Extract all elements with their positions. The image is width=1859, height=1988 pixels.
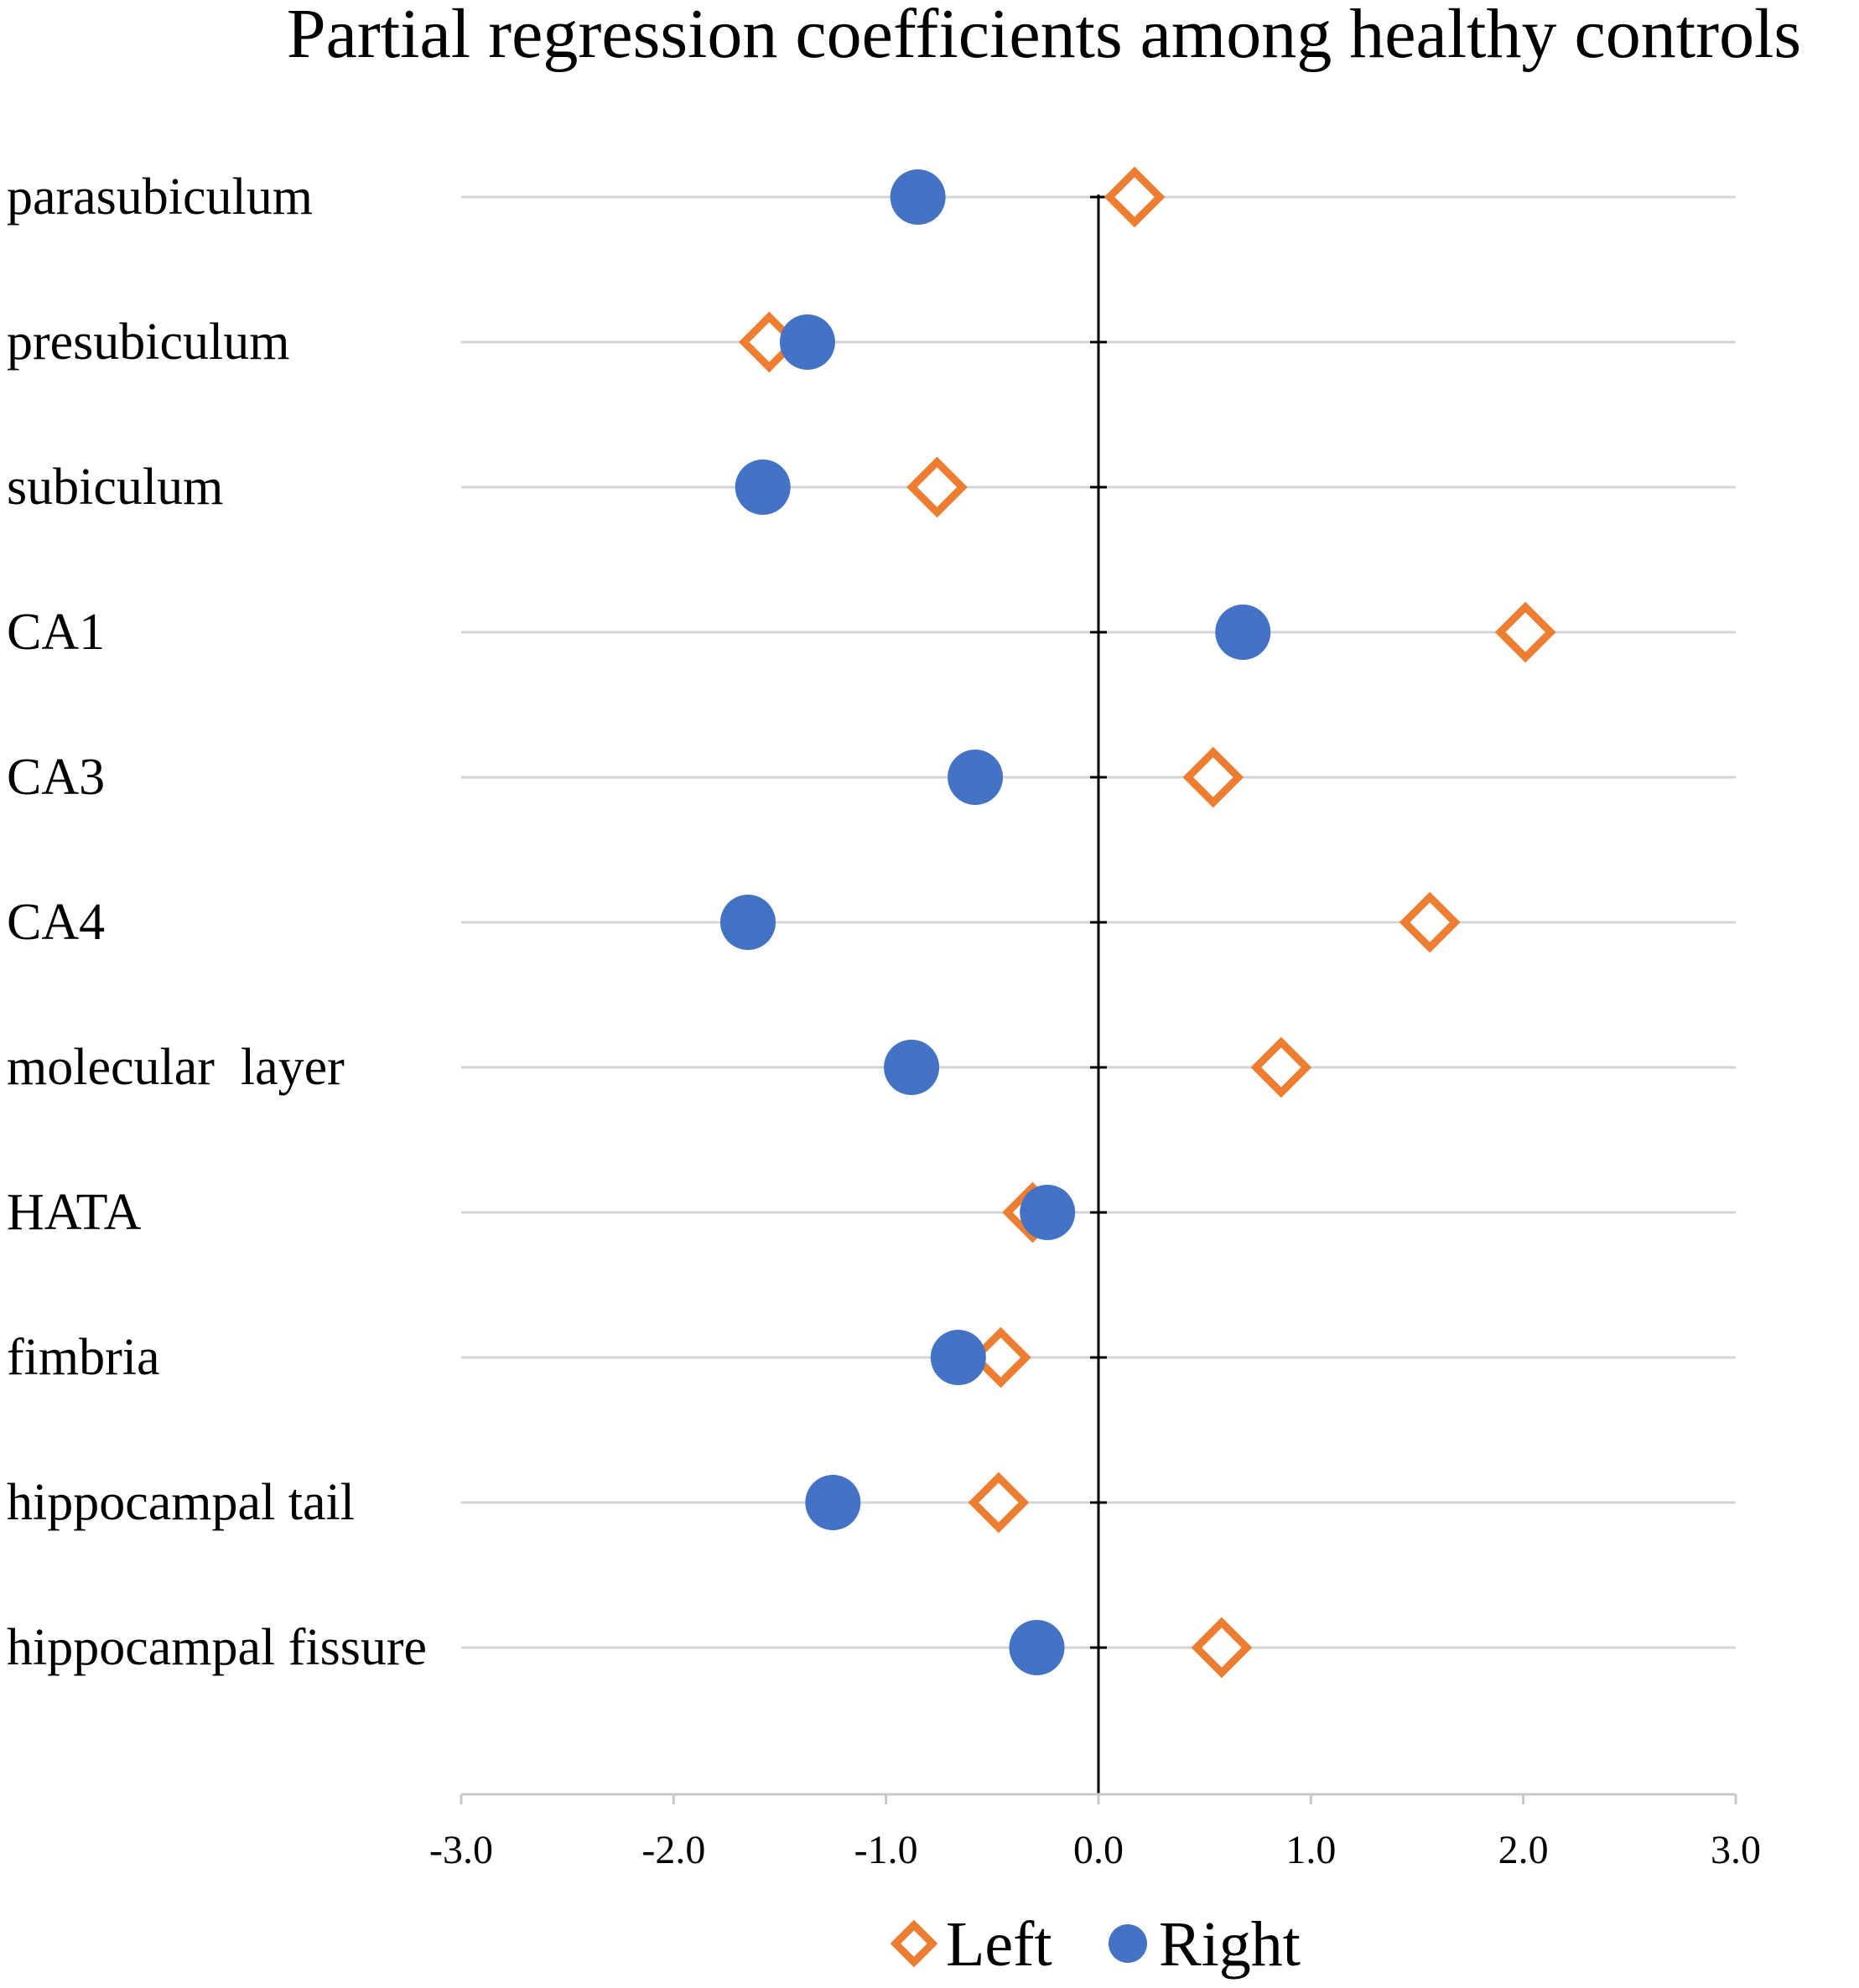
legend-right-label: Right xyxy=(1159,1909,1301,1980)
category-label: CA1 xyxy=(7,604,105,661)
legend-item-left[interactable]: Left xyxy=(890,1909,1052,1980)
left-point xyxy=(906,456,968,518)
left-point xyxy=(1103,166,1166,228)
category-label: hippocampal tail xyxy=(7,1474,355,1531)
category-labels: parasubiculum presubiculum subiculum CA1 CA3… xyxy=(7,169,427,1676)
category-label: presubiculum xyxy=(7,314,290,371)
data-points xyxy=(720,166,1556,1679)
legend-item-right[interactable]: Right xyxy=(1109,1909,1301,1980)
x-tick-label: -1.0 xyxy=(854,1828,918,1872)
category-label: CA3 xyxy=(7,749,105,806)
x-tick-label: -3.0 xyxy=(429,1828,493,1872)
category-label: CA4 xyxy=(7,894,105,951)
chart-title: Partial regression coefficients among he… xyxy=(287,0,1801,73)
category-label: fimbria xyxy=(7,1329,160,1386)
x-tick-label: 1.0 xyxy=(1285,1828,1336,1872)
right-point xyxy=(1009,1620,1065,1675)
left-point xyxy=(1494,601,1556,663)
category-label: HATA xyxy=(7,1184,142,1241)
right-point xyxy=(805,1475,861,1530)
category-label: molecular layer xyxy=(7,1039,345,1096)
legend-left-marker xyxy=(890,1919,938,1968)
x-tick-labels: -3.0 -2.0 -1.0 0.0 1.0 2.0 3.0 xyxy=(429,1828,1761,1872)
left-point xyxy=(1250,1036,1312,1098)
right-point xyxy=(930,1330,986,1385)
x-tick-label: 2.0 xyxy=(1498,1828,1549,1872)
right-point xyxy=(890,169,946,225)
category-label: subiculum xyxy=(7,459,223,516)
axes xyxy=(460,195,1737,1804)
x-tick-label: -2.0 xyxy=(641,1828,705,1872)
right-point xyxy=(1020,1185,1076,1240)
category-label: hippocampal fissure xyxy=(7,1619,427,1676)
legend-right-marker xyxy=(1109,1924,1147,1963)
right-point xyxy=(1215,605,1271,660)
right-point xyxy=(779,314,835,370)
left-point xyxy=(1399,891,1461,953)
x-tick-label: 3.0 xyxy=(1711,1828,1761,1872)
left-point xyxy=(1182,746,1244,808)
legend-left-label: Left xyxy=(946,1909,1052,1980)
legend[interactable]: Left Right xyxy=(890,1909,1301,1980)
right-point xyxy=(948,750,1004,805)
right-point xyxy=(735,459,791,515)
right-point xyxy=(720,895,776,950)
left-point xyxy=(1191,1617,1253,1679)
x-tick-label: 0.0 xyxy=(1073,1828,1124,1872)
category-label: parasubiculum xyxy=(7,169,313,226)
right-point xyxy=(884,1040,940,1095)
left-point xyxy=(968,1472,1030,1534)
